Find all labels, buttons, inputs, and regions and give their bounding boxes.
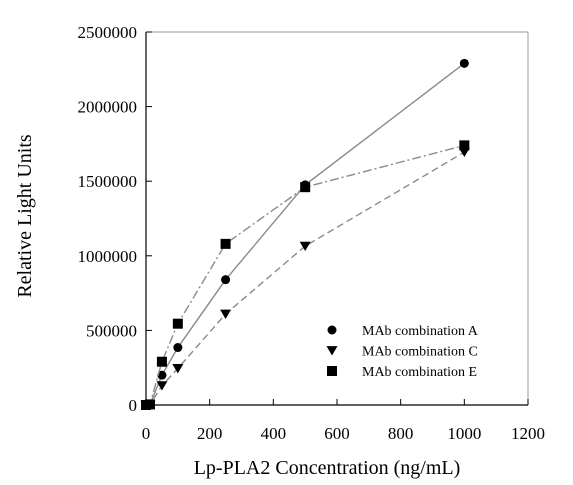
data-point — [156, 381, 168, 391]
data-point — [220, 309, 232, 319]
y-tick-label: 0 — [129, 396, 138, 415]
data-point — [144, 399, 155, 410]
legend-marker — [327, 366, 337, 376]
series-square — [141, 140, 470, 410]
x-tick-label: 400 — [261, 424, 287, 443]
legend-marker — [326, 346, 338, 356]
data-point — [156, 356, 167, 367]
x-axis-title: Lp-PLA2 Concentration (ng/mL) — [194, 457, 461, 479]
x-tick-label: 200 — [197, 424, 223, 443]
x-axis: 0 200 400 600 800 1000 1200 — [142, 399, 545, 443]
data-point — [220, 238, 231, 249]
data-point — [172, 364, 184, 374]
x-tick-label: 0 — [142, 424, 151, 443]
data-point — [157, 370, 167, 380]
legend: MAb combination A MAb combination C MAb co… — [326, 324, 479, 380]
x-tick-label: 1200 — [511, 424, 545, 443]
series-layer — [140, 58, 470, 410]
data-point — [221, 275, 231, 285]
data-point — [459, 140, 470, 151]
legend-marker — [327, 325, 337, 335]
y-tick-label: 1000000 — [78, 247, 138, 266]
data-point — [172, 318, 183, 329]
legend-label: MAb combination E — [362, 365, 477, 380]
y-tick-label: 2000000 — [78, 98, 138, 117]
legend-label: MAb combination A — [362, 324, 479, 339]
x-tick-label: 800 — [388, 424, 414, 443]
y-tick-label: 500000 — [86, 321, 137, 340]
data-point — [173, 343, 183, 353]
x-tick-label: 600 — [324, 424, 350, 443]
data-point — [299, 241, 311, 252]
x-tick-label: 1000 — [447, 424, 481, 443]
y-tick-label: 2500000 — [78, 23, 138, 42]
plot-frame — [146, 31, 529, 405]
y-tick-label: 1500000 — [78, 172, 138, 191]
y-axis-title: Relative Light Units — [14, 134, 36, 298]
y-axis: 0 500000 1000000 1500000 2000000 2500000 — [78, 23, 152, 415]
legend-label: MAb combination C — [362, 345, 478, 360]
data-point — [300, 182, 311, 193]
data-point — [459, 58, 469, 68]
